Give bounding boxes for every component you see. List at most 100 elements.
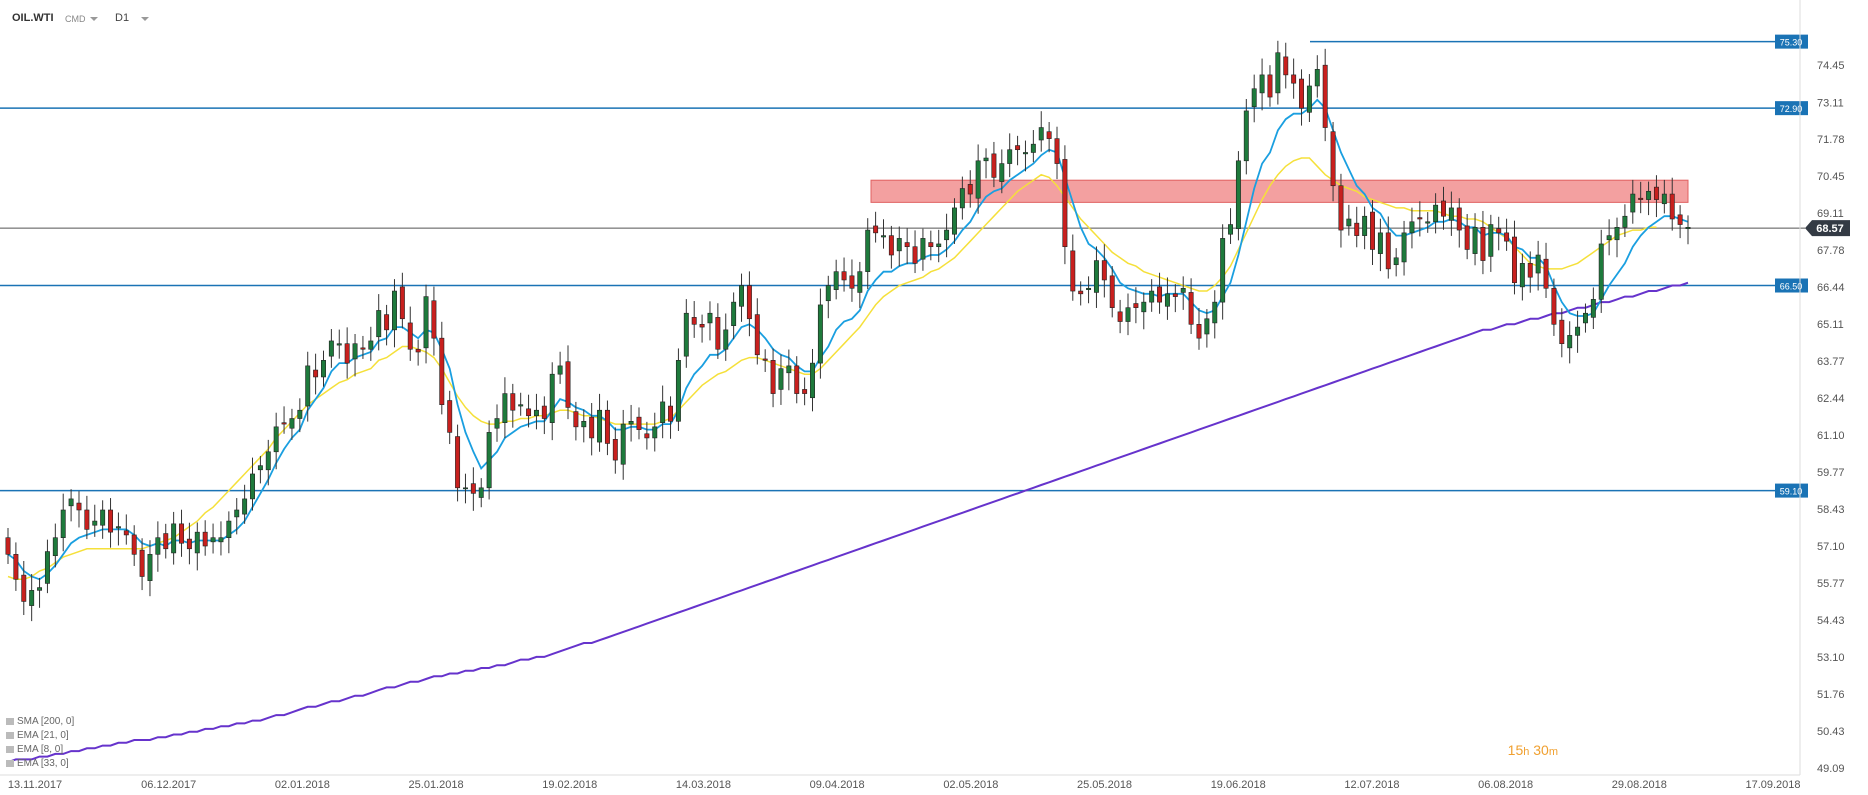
- candle[interactable]: [289, 408, 295, 440]
- candle[interactable]: [746, 271, 752, 337]
- candle[interactable]: [1093, 246, 1099, 308]
- candle[interactable]: [1078, 281, 1084, 306]
- indicator-settings-icon[interactable]: [6, 745, 14, 753]
- candle[interactable]: [731, 292, 737, 340]
- candle[interactable]: [707, 301, 713, 341]
- candle[interactable]: [928, 230, 934, 261]
- candle[interactable]: [455, 424, 461, 502]
- candle[interactable]: [1275, 40, 1281, 105]
- candle[interactable]: [494, 404, 500, 442]
- timeframe-label[interactable]: D1: [115, 12, 130, 24]
- candle[interactable]: [991, 141, 997, 188]
- candle[interactable]: [967, 170, 973, 208]
- candle[interactable]: [37, 577, 43, 608]
- candle[interactable]: [1543, 242, 1549, 298]
- candle[interactable]: [652, 412, 658, 452]
- candle[interactable]: [1646, 181, 1652, 216]
- candle[interactable]: [817, 288, 823, 379]
- candle[interactable]: [1330, 121, 1336, 202]
- candle[interactable]: [683, 299, 689, 368]
- candle[interactable]: [849, 259, 855, 302]
- candle[interactable]: [1519, 253, 1525, 301]
- candle[interactable]: [533, 393, 539, 430]
- candle[interactable]: [179, 509, 184, 557]
- sma200-line[interactable]: [7, 281, 1689, 764]
- candle[interactable]: [92, 504, 98, 537]
- timeframe-chevron-down-icon[interactable]: [141, 17, 149, 21]
- indicator-legend-ema8[interactable]: EMA [8, 0]: [6, 744, 63, 755]
- candle[interactable]: [1614, 217, 1620, 258]
- candle[interactable]: [1504, 218, 1510, 251]
- candle[interactable]: [1188, 278, 1194, 335]
- candle[interactable]: [1299, 69, 1304, 126]
- candle[interactable]: [1204, 309, 1210, 348]
- candle[interactable]: [1283, 42, 1289, 89]
- candle[interactable]: [920, 228, 926, 271]
- candle[interactable]: [5, 528, 11, 565]
- candle[interactable]: [999, 149, 1005, 194]
- candle[interactable]: [1551, 278, 1557, 336]
- candle[interactable]: [526, 394, 532, 428]
- candle[interactable]: [1054, 126, 1060, 180]
- candle[interactable]: [675, 348, 681, 432]
- candle[interactable]: [1133, 287, 1139, 324]
- candle[interactable]: [21, 560, 27, 616]
- candle[interactable]: [739, 273, 744, 322]
- candle[interactable]: [770, 348, 776, 408]
- candle[interactable]: [1464, 214, 1470, 260]
- indicator-legend-sma200[interactable]: SMA [200, 0]: [6, 716, 74, 727]
- candle[interactable]: [368, 326, 374, 361]
- indicator-legend-ema21[interactable]: EMA [21, 0]: [6, 730, 69, 741]
- candle[interactable]: [1346, 204, 1352, 236]
- candle[interactable]: [1259, 58, 1265, 111]
- candle[interactable]: [234, 498, 240, 535]
- candle[interactable]: [1117, 299, 1123, 334]
- candle[interactable]: [1306, 74, 1312, 122]
- candle[interactable]: [1567, 321, 1573, 364]
- ema8-line[interactable]: [7, 98, 1689, 581]
- candle[interactable]: [936, 229, 942, 263]
- candle[interactable]: [108, 498, 114, 548]
- candle[interactable]: [881, 219, 886, 249]
- candle[interactable]: [1377, 218, 1383, 272]
- candle[interactable]: [1354, 206, 1360, 248]
- candle[interactable]: [1480, 210, 1486, 275]
- candle[interactable]: [810, 348, 815, 412]
- candle[interactable]: [1322, 48, 1328, 142]
- candle[interactable]: [541, 396, 547, 435]
- candle[interactable]: [250, 457, 255, 511]
- candle[interactable]: [392, 279, 397, 348]
- candle[interactable]: [155, 521, 161, 572]
- candle[interactable]: [1228, 208, 1234, 244]
- candle[interactable]: [896, 226, 902, 267]
- candle[interactable]: [1291, 58, 1297, 99]
- candle[interactable]: [944, 213, 950, 258]
- candle[interactable]: [194, 522, 200, 571]
- candle[interactable]: [384, 304, 390, 346]
- candle[interactable]: [802, 377, 808, 406]
- candle[interactable]: [518, 392, 524, 416]
- candle[interactable]: [1488, 214, 1494, 272]
- candle[interactable]: [226, 511, 232, 554]
- candle[interactable]: [723, 313, 729, 361]
- candle[interactable]: [29, 574, 35, 622]
- candle[interactable]: [1149, 279, 1155, 312]
- candle[interactable]: [76, 491, 82, 528]
- candle[interactable]: [959, 176, 965, 220]
- candle[interactable]: [865, 218, 871, 290]
- candle[interactable]: [1456, 198, 1462, 248]
- candle[interactable]: [841, 257, 847, 292]
- candle[interactable]: [1512, 220, 1517, 295]
- candle[interactable]: [825, 275, 831, 319]
- candle[interactable]: [1109, 266, 1115, 318]
- candle[interactable]: [510, 383, 516, 428]
- candle[interactable]: [1582, 303, 1588, 333]
- candle[interactable]: [1196, 307, 1202, 350]
- candle[interactable]: [1661, 179, 1667, 214]
- candle[interactable]: [202, 520, 208, 556]
- candle[interactable]: [1015, 135, 1021, 166]
- candle[interactable]: [1598, 229, 1604, 313]
- candle[interactable]: [321, 350, 326, 387]
- candle[interactable]: [628, 404, 634, 442]
